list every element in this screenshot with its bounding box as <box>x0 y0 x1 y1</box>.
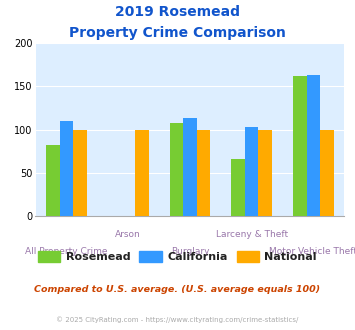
Text: © 2025 CityRating.com - https://www.cityrating.com/crime-statistics/: © 2025 CityRating.com - https://www.city… <box>56 317 299 323</box>
Text: Arson: Arson <box>115 230 141 239</box>
Legend: Rosemead, California, National: Rosemead, California, National <box>34 247 321 267</box>
Bar <box>46 145 60 216</box>
Bar <box>245 127 258 216</box>
Text: All Property Crime: All Property Crime <box>25 247 108 256</box>
Text: Burglary: Burglary <box>171 247 209 256</box>
Bar <box>170 123 183 216</box>
Text: Compared to U.S. average. (U.S. average equals 100): Compared to U.S. average. (U.S. average … <box>34 285 321 294</box>
Text: Motor Vehicle Theft: Motor Vehicle Theft <box>269 247 355 256</box>
Text: Property Crime Comparison: Property Crime Comparison <box>69 26 286 40</box>
Bar <box>320 129 334 216</box>
Bar <box>258 129 272 216</box>
Text: Larceny & Theft: Larceny & Theft <box>215 230 288 239</box>
Bar <box>293 76 307 216</box>
Bar <box>60 121 73 216</box>
Bar <box>307 75 320 216</box>
Bar <box>231 159 245 216</box>
Bar <box>197 129 210 216</box>
Bar <box>73 129 87 216</box>
Bar <box>183 118 197 216</box>
Bar <box>135 129 148 216</box>
Text: 2019 Rosemead: 2019 Rosemead <box>115 5 240 19</box>
